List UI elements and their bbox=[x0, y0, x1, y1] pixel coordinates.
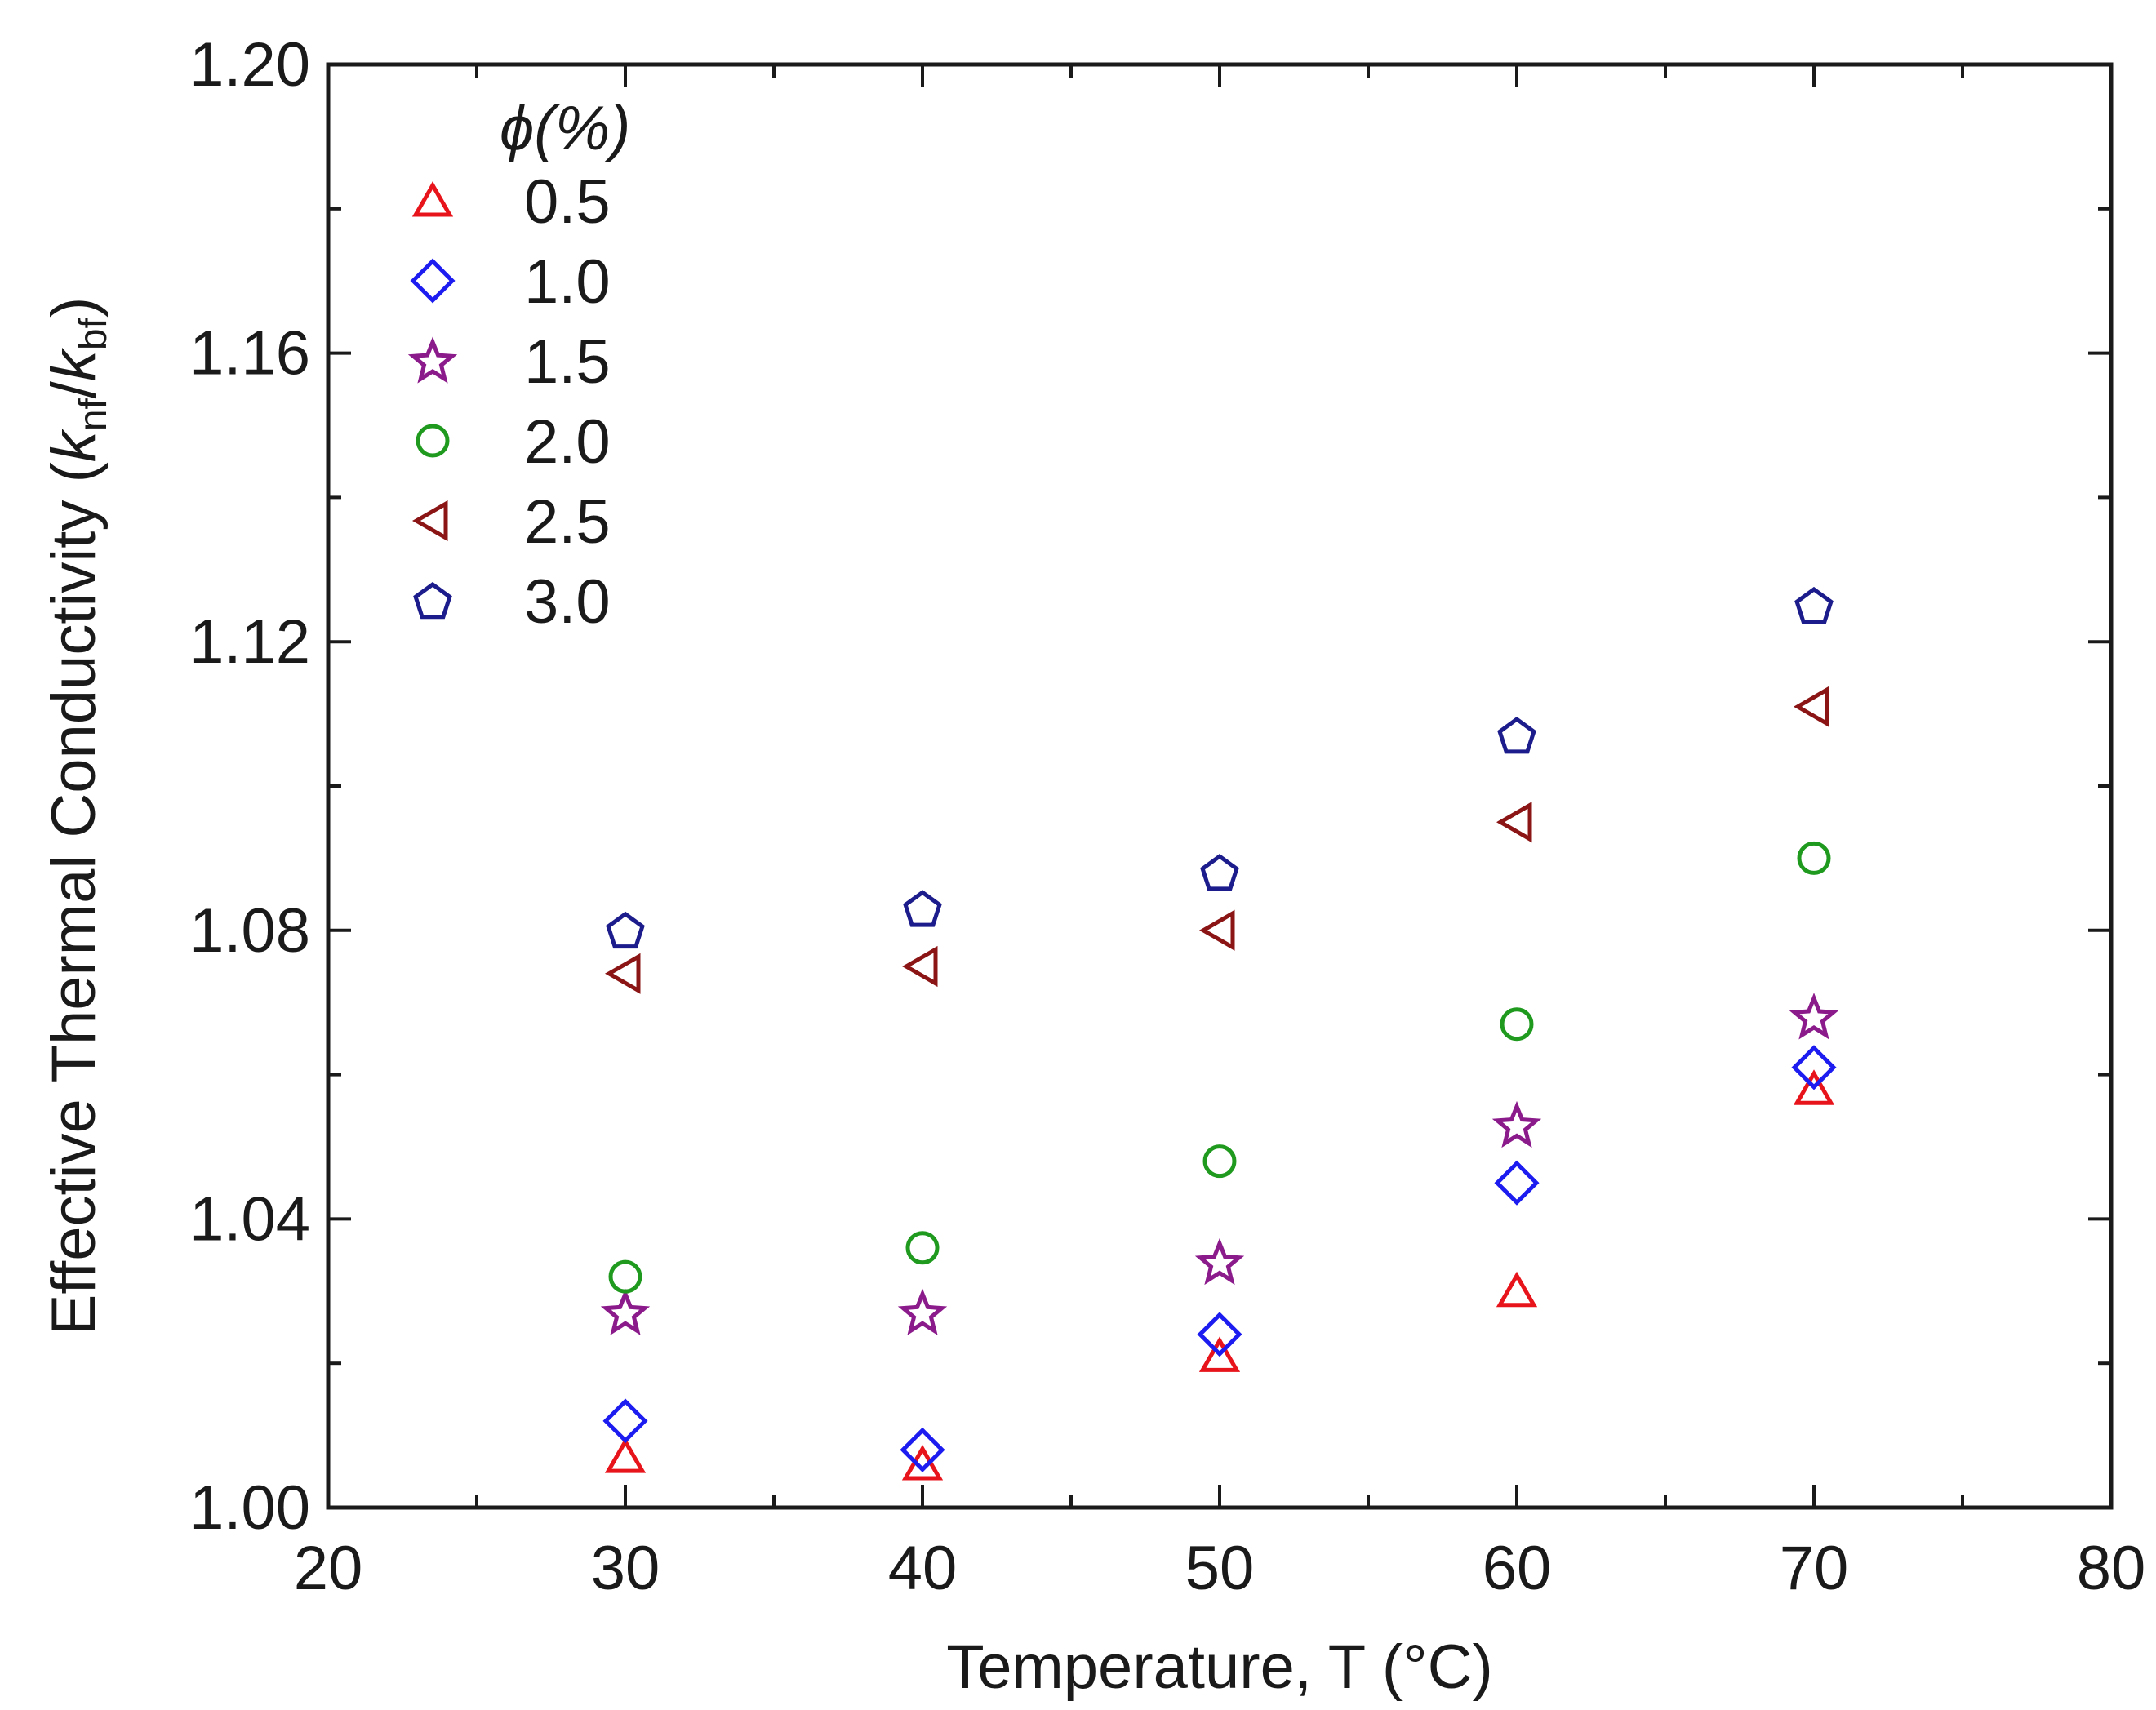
data-point bbox=[903, 890, 942, 927]
data-point bbox=[606, 911, 645, 949]
data-point bbox=[1793, 686, 1829, 727]
data-points bbox=[600, 586, 1839, 1481]
data-point bbox=[1797, 841, 1831, 875]
y-tick-label: 1.08 bbox=[189, 896, 310, 966]
data-point bbox=[897, 1288, 948, 1335]
legend-label: 1.5 bbox=[524, 327, 611, 397]
legend-label: 0.5 bbox=[524, 167, 611, 237]
data-point bbox=[1496, 1271, 1538, 1308]
axis-ticks bbox=[327, 63, 2113, 1509]
data-point bbox=[905, 1231, 940, 1265]
x-tick-label: 70 bbox=[1780, 1534, 1849, 1603]
series-3.0 bbox=[606, 586, 1834, 949]
y-axis-title: Effective Thermal Conductivity (knf/kbf) bbox=[39, 297, 115, 1336]
x-tick-label: 50 bbox=[1185, 1534, 1255, 1603]
data-point bbox=[1202, 1144, 1237, 1179]
data-point bbox=[1793, 1069, 1835, 1105]
data-point bbox=[1500, 1007, 1534, 1042]
legend: ϕ(%) 0.5 1.0 1.5 2.0 2.5 3.0 bbox=[407, 94, 630, 637]
axis-tick-labels: 20 30 40 50 60 70 80 1.00 1.04 1.08 1.12 1.16 1.20 bbox=[189, 30, 2145, 1603]
data-point bbox=[604, 953, 641, 994]
data-point bbox=[1198, 1336, 1241, 1372]
legend-label: 3.0 bbox=[524, 567, 611, 637]
data-point bbox=[1194, 1237, 1245, 1286]
y-tick-label: 1.00 bbox=[189, 1473, 310, 1543]
series-2.0 bbox=[608, 841, 1831, 1294]
legend-marker bbox=[407, 336, 458, 384]
x-tick-label: 60 bbox=[1483, 1534, 1552, 1603]
legend-marker bbox=[416, 424, 450, 458]
series-2.5 bbox=[604, 686, 1829, 994]
legend-marker bbox=[411, 181, 454, 217]
legend-label: 1.0 bbox=[524, 247, 611, 317]
y-tick-label: 1.20 bbox=[189, 30, 310, 100]
data-point bbox=[1789, 993, 1839, 1040]
data-point bbox=[600, 1288, 651, 1335]
series-1.5 bbox=[600, 993, 1839, 1335]
data-point bbox=[608, 1259, 642, 1294]
y-tick-label: 1.12 bbox=[189, 607, 310, 677]
legend-title: ϕ(%) bbox=[500, 94, 630, 163]
data-point bbox=[1200, 854, 1239, 891]
legend-marker bbox=[412, 500, 448, 542]
data-point bbox=[1491, 1100, 1542, 1148]
legend-marker bbox=[410, 258, 456, 304]
x-tick-label: 80 bbox=[2077, 1534, 2146, 1603]
legend-label: 2.0 bbox=[524, 407, 611, 477]
x-tick-label: 20 bbox=[294, 1534, 363, 1603]
data-point bbox=[1794, 586, 1834, 624]
data-point bbox=[1791, 1045, 1837, 1090]
data-point bbox=[604, 1437, 647, 1473]
legend-marker bbox=[413, 581, 452, 620]
data-point bbox=[1197, 1312, 1242, 1357]
y-tick-label: 1.04 bbox=[189, 1184, 310, 1254]
data-point bbox=[1497, 717, 1536, 754]
y-tick-label: 1.16 bbox=[189, 319, 310, 389]
data-point bbox=[1494, 1160, 1540, 1206]
data-point bbox=[1496, 802, 1532, 843]
x-tick-label: 40 bbox=[888, 1534, 958, 1603]
data-point bbox=[902, 945, 938, 988]
x-tick-label: 30 bbox=[591, 1534, 660, 1603]
legend-label: 2.5 bbox=[524, 487, 611, 557]
series-1.0 bbox=[602, 1045, 1837, 1472]
data-point bbox=[900, 1427, 945, 1472]
data-point bbox=[901, 1445, 944, 1481]
data-point bbox=[602, 1398, 648, 1444]
series-0.5 bbox=[604, 1069, 1835, 1481]
x-axis-title: Temperature, T (°C) bbox=[946, 1632, 1493, 1702]
data-point bbox=[1199, 909, 1235, 951]
